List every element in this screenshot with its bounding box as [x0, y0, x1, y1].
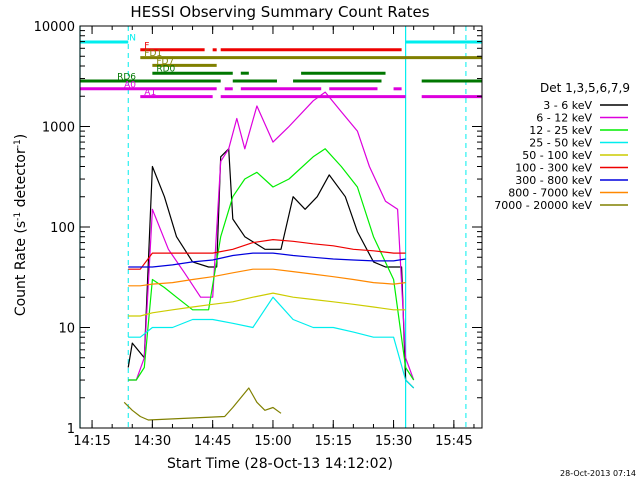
y-axis: 1 10 100 1000 10000: [34, 20, 482, 437]
legend-label-3: 25 - 50 keV: [529, 137, 592, 150]
x-tick-label-1: 14:30: [134, 434, 171, 449]
series-line-8: [123, 387, 282, 421]
x-tick-label-4: 15:15: [315, 434, 352, 449]
state-label-a0: A0: [124, 80, 136, 90]
legend-label-0: 3 - 6 keV: [543, 99, 592, 112]
state-label-rd6: RD6: [117, 73, 136, 83]
legend-label-6: 300 - 800 keV: [515, 174, 592, 187]
x-tick-label-5: 15:30: [375, 434, 412, 449]
series-line-5: [128, 239, 406, 270]
series-line-0: [127, 148, 415, 389]
y-tick-label-2: 100: [50, 221, 75, 236]
state-label-f: F: [144, 41, 149, 51]
x-tick-label-6: 15:45: [435, 434, 472, 449]
series-line-4: [128, 292, 406, 317]
legend-label-5: 100 - 300 keV: [515, 162, 592, 175]
legend-label-8: 7000 - 20000 keV: [494, 199, 592, 212]
state-label-a1: A1: [144, 88, 156, 98]
footer-timestamp: 28-Oct-2013 07:14: [560, 469, 636, 478]
chart-title: HESSI Observing Summary Count Rates: [130, 3, 429, 21]
series-line-7: [128, 268, 406, 287]
state-label-n: N: [129, 34, 136, 44]
series-line-1: [128, 91, 415, 381]
x-axis-label: Start Time (28-Oct-13 14:12:02): [167, 456, 393, 472]
y-tick-label-1: 10: [58, 322, 75, 337]
legend-label-7: 800 - 7000 keV: [508, 187, 592, 200]
series-line-6: [128, 252, 406, 268]
state-label-fd7: FD7: [156, 57, 174, 67]
legend-label-2: 12 - 25 keV: [529, 124, 592, 137]
y-tick-label-3: 1000: [42, 121, 75, 136]
legend-label-1: 6 - 12 keV: [536, 112, 592, 125]
y-tick-label-4: 10000: [34, 20, 75, 35]
y-tick-label-0: 1: [67, 422, 75, 437]
state-label-rd0: RD0: [156, 65, 175, 75]
y-axis-label: Count Rate (s-1 detector-1): [13, 134, 29, 316]
state-label-fd1: FD1: [144, 49, 162, 59]
x-tick-label-2: 14:45: [194, 434, 231, 449]
x-tick-label-3: 15:00: [254, 434, 291, 449]
x-axis: 14:15 14:30 14:45 15:00 15:15 15:30 15:45: [73, 26, 475, 449]
legend-label-4: 50 - 100 keV: [522, 149, 592, 162]
series-line-3: [128, 296, 415, 389]
legend-title: Det 1,3,5,6,7,9: [540, 81, 630, 95]
x-tick-label-0: 14:15: [73, 434, 110, 449]
series-line-2: [128, 148, 415, 381]
